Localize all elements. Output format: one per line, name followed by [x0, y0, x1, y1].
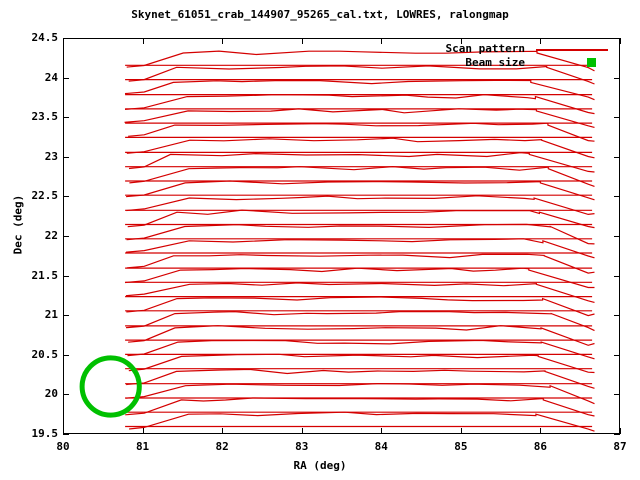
scan-row-sweep	[125, 382, 595, 405]
x-tick-mark	[540, 428, 542, 434]
scan-row-sweep	[126, 195, 595, 216]
x-tick-mark	[620, 38, 621, 44]
legend-line-sample	[536, 49, 608, 51]
scan-row-sweep	[128, 151, 595, 173]
scan-row-sweep	[129, 411, 595, 432]
y-tick-mark	[614, 315, 620, 317]
scan-row-sweep	[128, 353, 595, 374]
y-tick-mark	[614, 236, 620, 237]
scan-row-sweep	[124, 94, 595, 115]
scan-row-sweep	[127, 339, 595, 360]
scan-row-sweep	[128, 325, 595, 346]
scan-row-sweep	[128, 65, 595, 85]
y-tick-mark	[614, 434, 620, 435]
x-tick-mark	[381, 428, 383, 434]
y-tick-label: 23.5	[31, 110, 59, 124]
legend-label-beam-size: Beam size	[465, 56, 525, 69]
plot-area	[63, 38, 620, 434]
legend: Scan pattern Beam size	[63, 38, 620, 78]
x-tick-mark	[620, 428, 621, 434]
x-tick-label: 83	[295, 440, 309, 453]
y-tick-mark	[63, 196, 69, 198]
x-axis-label: RA (deg)	[293, 459, 347, 472]
scan-row-sweep	[124, 79, 595, 101]
y-tick-mark	[63, 434, 69, 435]
y-tick-mark	[63, 236, 69, 237]
scan-row-sweep	[126, 180, 595, 201]
y-tick-label: 20.5	[31, 347, 59, 361]
x-tick-mark	[301, 428, 303, 434]
x-tick-mark	[301, 38, 303, 44]
y-tick-mark	[63, 156, 69, 158]
scan-row-sweep	[125, 310, 595, 332]
y-tick-label: 19.5	[31, 427, 59, 440]
scan-row-sweep	[125, 282, 595, 303]
scan-row-sweep	[129, 165, 595, 187]
x-tick-mark	[381, 38, 383, 44]
x-tick-mark	[540, 38, 542, 44]
y-tick-label: 20	[44, 387, 58, 401]
y-tick-label: 24	[44, 70, 58, 84]
y-axis-label: Dec (deg)	[11, 194, 25, 255]
y-tick-label: 22.5	[31, 189, 59, 203]
scan-pattern-canvas	[79, 50, 595, 432]
scan-row-sweep	[125, 397, 595, 417]
y-tick-mark	[614, 196, 620, 198]
y-axis-tick-labels: 19.5 20 20.5 21 21.5 22 22.5 23 23.5 24 24.5	[0, 0, 59, 480]
y-tick-label: 21.5	[31, 268, 59, 282]
x-tick-mark	[63, 428, 64, 434]
y-tick-mark	[63, 394, 69, 396]
x-tick-label: 81	[135, 440, 150, 453]
x-tick-mark	[460, 428, 462, 434]
x-tick-label: 86	[533, 440, 548, 453]
scan-row-sweep	[124, 267, 595, 289]
legend-label-scan-pattern: Scan pattern	[445, 42, 525, 55]
y-tick-mark	[63, 275, 69, 277]
x-tick-label: 85	[454, 440, 468, 453]
x-tick-label: 82	[215, 440, 229, 453]
plot-frame	[63, 38, 620, 434]
scan-row-sweep	[126, 253, 595, 274]
x-tick-mark	[460, 38, 462, 44]
x-tick-label: 84	[374, 440, 388, 453]
scan-row-sweep	[125, 238, 595, 259]
x-tick-label: 87	[613, 440, 627, 453]
y-tick-label: 22	[44, 229, 58, 242]
scan-row-sweep	[126, 137, 595, 159]
x-tick-label: 80	[56, 440, 70, 453]
y-tick-mark	[614, 38, 620, 39]
y-tick-mark	[614, 275, 620, 277]
scan-row-sweep	[126, 223, 595, 245]
scan-row-sweep	[126, 368, 595, 389]
scan-row-sweep	[124, 108, 595, 128]
y-tick-mark	[63, 77, 69, 79]
x-tick-mark	[222, 428, 224, 434]
legend-square-sample	[587, 58, 596, 67]
y-tick-mark	[614, 354, 620, 356]
y-tick-mark	[63, 354, 69, 356]
y-tick-mark	[614, 117, 620, 119]
x-axis-tick-labels: 80 81 82 83 84 85 86 87	[0, 440, 640, 460]
y-tick-mark	[614, 394, 620, 396]
scan-row-sweep	[127, 209, 595, 229]
y-tick-label: 23	[44, 149, 58, 163]
scan-row-sweep	[126, 50, 595, 72]
y-tick-mark	[63, 117, 69, 119]
y-tick-label: 21	[44, 308, 58, 322]
x-tick-mark	[63, 38, 64, 44]
y-tick-mark	[614, 77, 620, 79]
y-tick-mark	[63, 315, 69, 317]
chart-title: Skynet_61051_crab_144907_95265_cal.txt, …	[131, 8, 509, 21]
beam-size-circle	[79, 355, 142, 418]
x-tick-mark	[222, 38, 224, 44]
y-tick-mark	[614, 156, 620, 158]
y-tick-label: 24.5	[31, 31, 59, 44]
scan-row-sweep	[126, 296, 595, 317]
y-tick-mark	[63, 38, 69, 39]
x-tick-mark	[142, 428, 144, 434]
x-tick-mark	[142, 38, 144, 44]
scan-row-sweep	[128, 122, 595, 142]
